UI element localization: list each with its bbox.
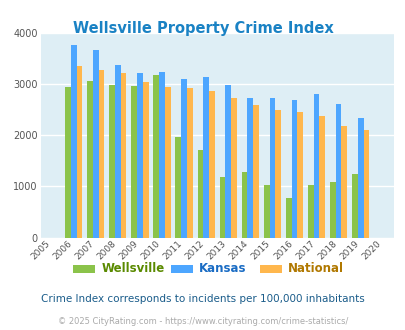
Bar [109,85,115,238]
Bar [164,87,170,238]
Bar [341,126,346,238]
Bar [269,98,275,238]
Bar [291,100,296,238]
Bar [247,98,253,238]
Bar [285,198,291,238]
Bar [203,77,209,238]
Bar [137,73,143,238]
Bar [209,91,214,238]
Text: Wellsville: Wellsville [101,262,164,276]
Bar [143,82,148,238]
Text: © 2025 CityRating.com - https://www.cityrating.com/crime-statistics/: © 2025 CityRating.com - https://www.city… [58,317,347,326]
Bar [363,130,369,238]
Bar [65,87,70,238]
Bar [115,65,120,238]
Bar [263,185,269,238]
Text: Crime Index corresponds to incidents per 100,000 inhabitants: Crime Index corresponds to incidents per… [41,294,364,304]
Text: Kansas: Kansas [198,262,246,276]
Bar [296,112,303,238]
Bar [351,174,357,238]
Bar [225,85,230,238]
Bar [219,177,225,238]
Bar [313,94,319,238]
Bar [197,149,203,238]
Bar [357,118,363,238]
Bar [70,45,77,238]
Bar [159,72,164,238]
Bar [329,182,335,238]
Bar [87,81,93,238]
Text: National: National [288,262,343,276]
Bar [120,73,126,238]
Bar [131,86,137,238]
Bar [175,137,181,238]
Bar [181,79,187,238]
Bar [187,88,192,238]
Bar [98,70,104,238]
Bar [93,50,98,238]
Bar [335,104,341,238]
Bar [153,75,159,238]
Text: Wellsville Property Crime Index: Wellsville Property Crime Index [72,21,333,36]
Bar [319,116,324,238]
Bar [275,110,280,238]
Bar [307,185,313,238]
Bar [230,98,236,238]
Bar [241,172,247,238]
Bar [253,105,258,238]
Bar [77,66,82,238]
